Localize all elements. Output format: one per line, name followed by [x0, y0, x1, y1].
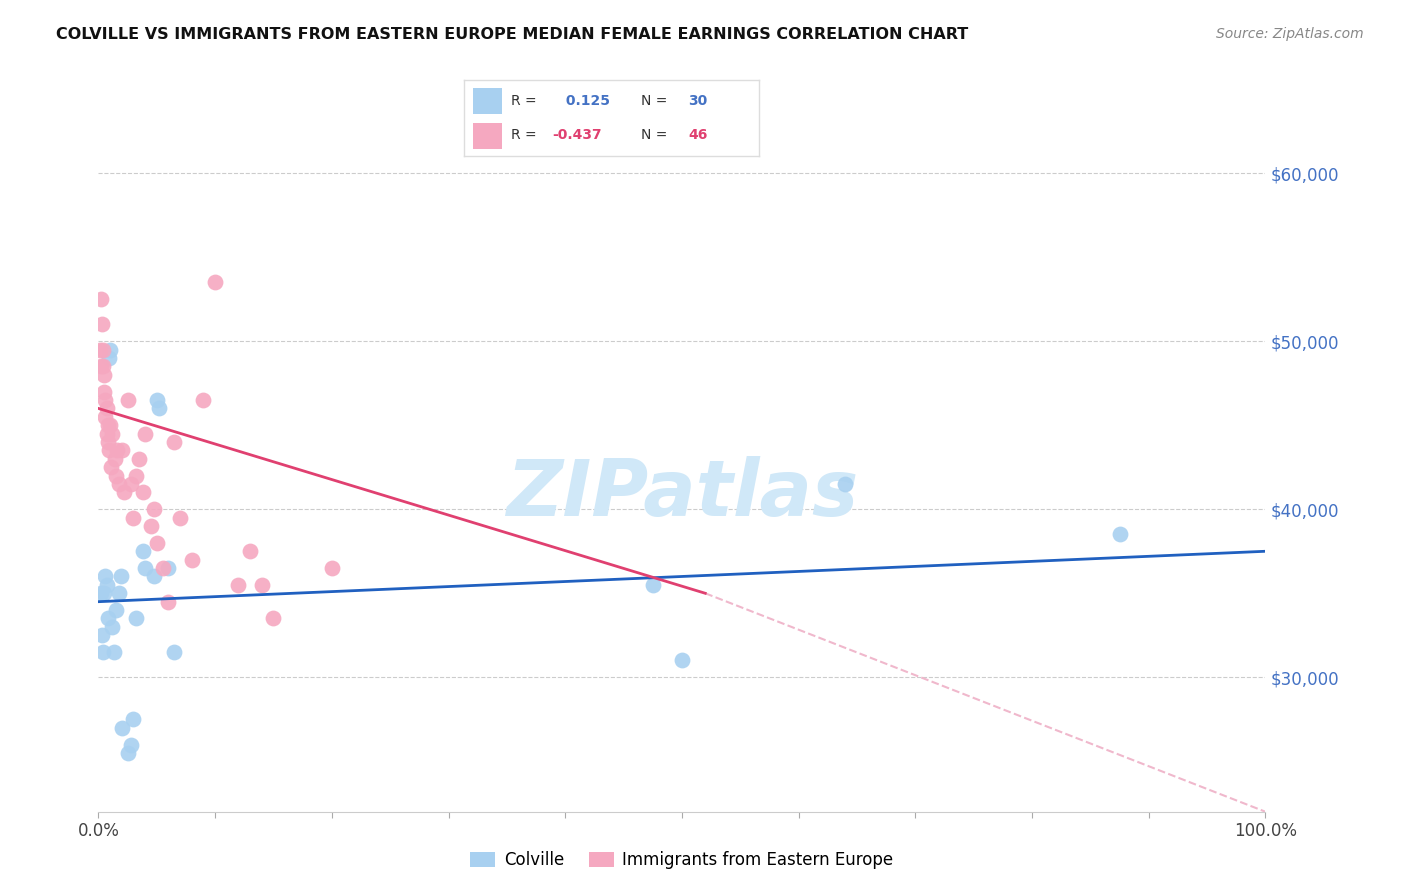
Point — [111, 721, 134, 735]
Point — [90, 318, 112, 332]
Point — [101, 620, 124, 634]
Point — [134, 426, 156, 441]
Text: 30: 30 — [689, 94, 707, 108]
Point — [239, 544, 262, 558]
Point — [132, 485, 155, 500]
Point — [112, 485, 135, 500]
Point — [139, 519, 162, 533]
Point — [104, 468, 127, 483]
Point — [90, 586, 112, 600]
Point — [671, 653, 693, 667]
Point — [193, 392, 215, 407]
Point — [157, 561, 180, 575]
Point — [104, 451, 127, 466]
Point — [125, 468, 148, 483]
Point — [148, 401, 170, 416]
Point — [108, 586, 131, 600]
Point — [143, 569, 166, 583]
Bar — [472, 123, 502, 149]
Text: ZIPatlas: ZIPatlas — [506, 456, 858, 532]
Point — [108, 477, 131, 491]
Point — [132, 544, 155, 558]
Point — [146, 392, 169, 407]
Point — [1108, 527, 1130, 541]
Text: R =: R = — [512, 94, 537, 108]
Point — [96, 426, 118, 441]
Point — [143, 502, 166, 516]
Point — [100, 460, 122, 475]
Text: 0.125: 0.125 — [561, 94, 610, 108]
Point — [111, 443, 134, 458]
Point — [128, 451, 150, 466]
Point — [105, 443, 128, 458]
Point — [321, 561, 343, 575]
Point — [163, 645, 186, 659]
Text: -0.437: -0.437 — [553, 128, 602, 142]
Point — [110, 569, 132, 583]
Text: R =: R = — [512, 128, 537, 142]
Point — [89, 343, 111, 357]
Point — [96, 401, 118, 416]
Point — [90, 359, 112, 374]
Point — [134, 561, 156, 575]
Point — [169, 510, 191, 524]
Point — [146, 536, 169, 550]
Text: Source: ZipAtlas.com: Source: ZipAtlas.com — [1216, 27, 1364, 41]
Legend: Colville, Immigrants from Eastern Europe: Colville, Immigrants from Eastern Europe — [464, 845, 900, 876]
Point — [91, 645, 114, 659]
Point — [125, 611, 148, 625]
Point — [90, 292, 112, 306]
Point — [641, 578, 664, 592]
Text: COLVILLE VS IMMIGRANTS FROM EASTERN EUROPE MEDIAN FEMALE EARNINGS CORRELATION CH: COLVILLE VS IMMIGRANTS FROM EASTERN EURO… — [56, 27, 969, 42]
Point — [91, 343, 114, 357]
Point — [117, 392, 139, 407]
Point — [93, 368, 115, 382]
Point — [117, 746, 139, 760]
Point — [98, 418, 121, 433]
Point — [834, 477, 856, 491]
Point — [94, 392, 117, 407]
Point — [120, 477, 142, 491]
Point — [228, 578, 250, 592]
Point — [152, 561, 174, 575]
Text: N =: N = — [641, 94, 668, 108]
Point — [180, 552, 202, 566]
Point — [97, 611, 120, 625]
Point — [97, 435, 120, 450]
Point — [163, 435, 186, 450]
Point — [97, 443, 120, 458]
Point — [122, 510, 145, 524]
Point — [104, 603, 127, 617]
Point — [120, 738, 142, 752]
Point — [204, 276, 226, 290]
Point — [97, 418, 120, 433]
Point — [94, 409, 117, 424]
Point — [90, 628, 112, 642]
Point — [97, 351, 120, 365]
Bar — [472, 88, 502, 113]
Point — [103, 645, 125, 659]
Point — [157, 595, 180, 609]
Point — [122, 712, 145, 726]
Point — [98, 343, 121, 357]
Point — [93, 586, 115, 600]
Text: 46: 46 — [689, 128, 707, 142]
Point — [101, 426, 124, 441]
Point — [250, 578, 273, 592]
Point — [262, 611, 284, 625]
Text: N =: N = — [641, 128, 668, 142]
Point — [93, 384, 115, 399]
Point — [91, 359, 114, 374]
Point — [96, 578, 118, 592]
Point — [94, 569, 117, 583]
